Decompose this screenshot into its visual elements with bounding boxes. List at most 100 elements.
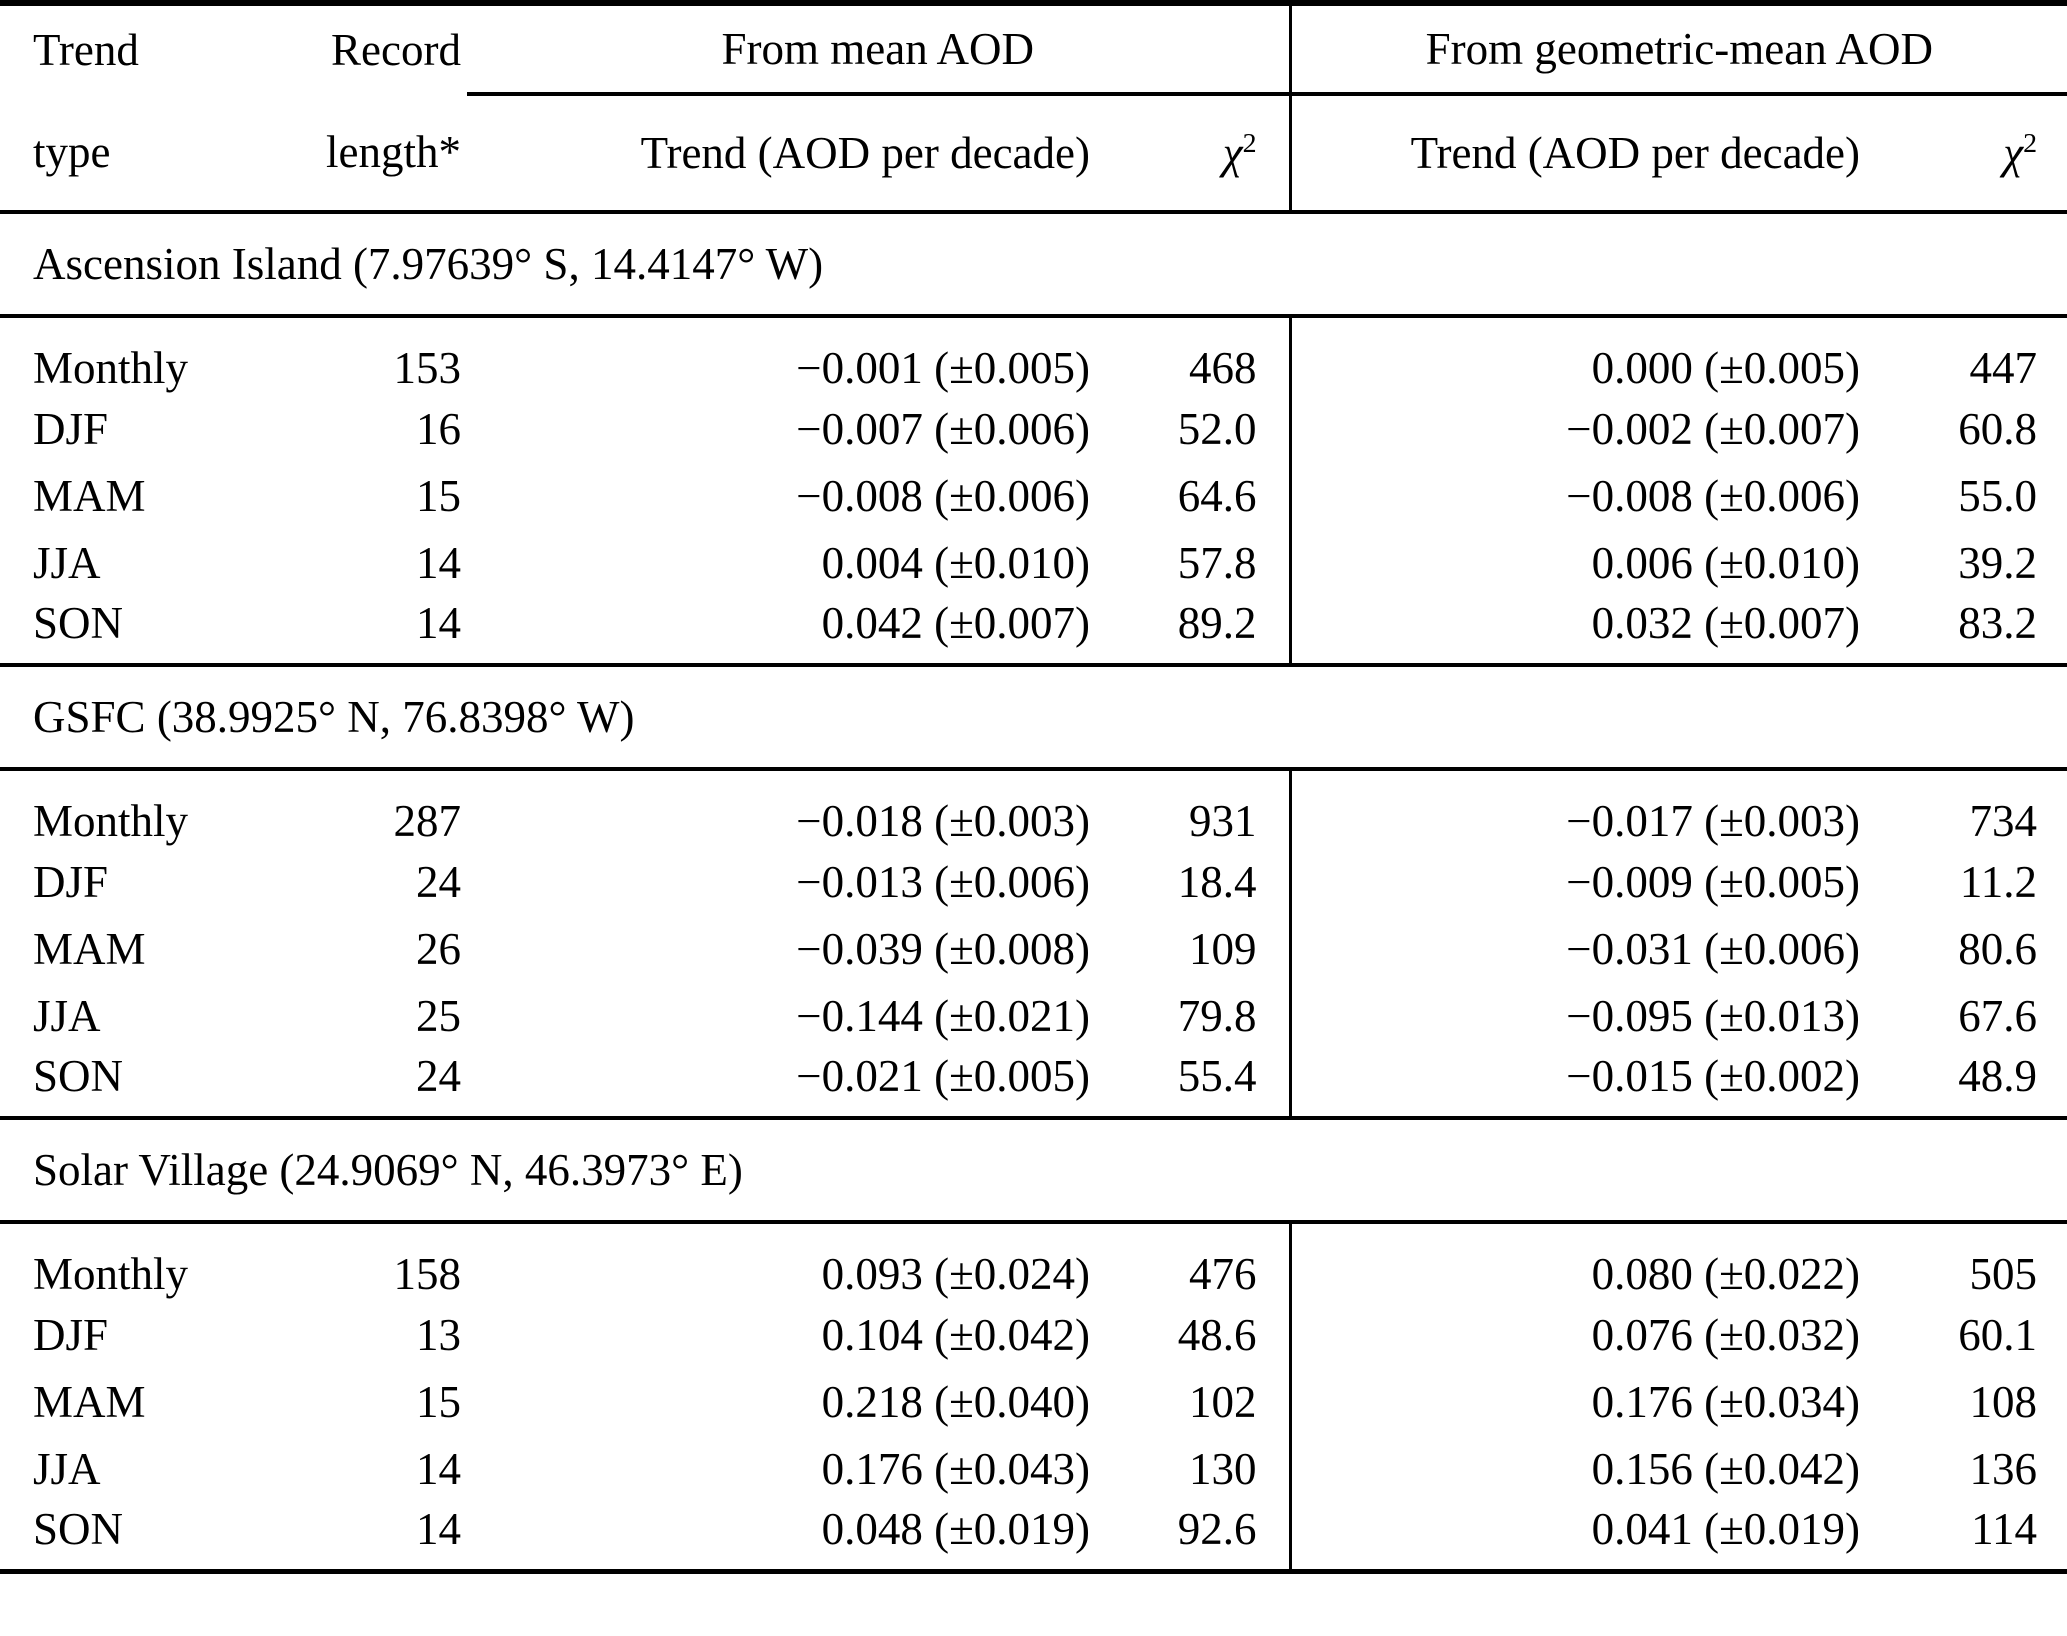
cell-trend-geomean: 0.076 (±0.032)	[1288, 1301, 1867, 1368]
cell-chi2-mean: 52.0	[1177, 403, 1257, 454]
cell-record-length: 24	[416, 1051, 461, 1101]
cell-trend-mean: 0.048 (±0.019)	[821, 1504, 1090, 1554]
header-type: type	[0, 94, 250, 214]
table-row: DJF 16 −0.007 (±0.006) 52.0 −0.002 (±0.007) 6…	[0, 395, 2067, 462]
cell-trend-geomean: −0.002 (±0.007)	[1288, 395, 1867, 462]
table-row: Monthly 158 0.093 (±0.024) 476 0.080 (±0.022…	[0, 1222, 2067, 1301]
header-group-geomean: From geometric-mean AOD	[1288, 3, 2067, 96]
cell-chi2-geomean: 136	[1969, 1443, 2038, 1494]
cell-trend-geomean: 0.156 (±0.042)	[1288, 1435, 1867, 1502]
header-trend: Trend	[33, 25, 139, 75]
cell-chi2-mean: 89.2	[1177, 598, 1257, 648]
header-length: length*	[250, 94, 467, 214]
cell-trend-mean: −0.001 (±0.005)	[796, 343, 1090, 393]
cell-trend-geomean: 0.032 (±0.007)	[1288, 596, 1867, 665]
cell-trend-geomean: −0.009 (±0.005)	[1288, 848, 1867, 915]
table-row: MAM 15 0.218 (±0.040) 102 0.176 (±0.034) 108	[0, 1368, 2067, 1435]
cell-chi2-geomean: 80.6	[1958, 923, 2038, 974]
cell-record-length: 14	[416, 1504, 461, 1554]
cell-chi2-mean: 18.4	[1177, 856, 1257, 907]
cell-chi2-mean: 57.8	[1177, 537, 1257, 588]
cell-record-length: 15	[416, 470, 461, 521]
cell-record-length: 13	[416, 1309, 461, 1360]
cell-chi2-geomean: 39.2	[1958, 537, 2038, 588]
table-row: SON 14 0.048 (±0.019) 92.6 0.041 (±0.019) 114	[0, 1502, 2067, 1572]
cell-chi2-geomean: 60.8	[1958, 403, 2038, 454]
cell-record-length: 24	[416, 856, 461, 907]
cell-trend-type: DJF	[33, 856, 109, 907]
cell-trend-type: Monthly	[33, 796, 189, 846]
cell-trend-mean: −0.021 (±0.005)	[796, 1051, 1090, 1101]
cell-trend-type: JJA	[33, 537, 101, 588]
cell-trend-geomean: 0.080 (±0.022)	[1288, 1222, 1867, 1301]
cell-chi2-mean: 92.6	[1177, 1504, 1257, 1554]
cell-record-length: 287	[393, 796, 462, 846]
cell-trend-geomean: −0.031 (±0.006)	[1288, 915, 1867, 982]
header-chi2-mean: χ2	[1100, 94, 1291, 214]
cell-trend-mean: −0.144 (±0.021)	[796, 990, 1090, 1041]
cell-trend-mean: −0.018 (±0.003)	[796, 796, 1090, 846]
section-title: Solar Village (24.9069° N, 46.3973° E)	[0, 1116, 2067, 1224]
cell-chi2-geomean: 447	[1969, 343, 2038, 393]
cell-chi2-geomean: 114	[1971, 1504, 2038, 1554]
cell-chi2-geomean: 505	[1969, 1249, 2038, 1299]
group-header-row: Trend Record From mean AOD From geometri…	[0, 3, 2067, 96]
cell-trend-geomean: −0.008 (±0.006)	[1288, 462, 1867, 529]
cell-trend-mean: 0.218 (±0.040)	[821, 1376, 1090, 1427]
cell-trend-mean: 0.104 (±0.042)	[821, 1309, 1090, 1360]
cell-record-length: 16	[416, 403, 461, 454]
table-row: MAM 15 −0.008 (±0.006) 64.6 −0.008 (±0.006) 5…	[0, 462, 2067, 529]
cell-trend-geomean: 0.000 (±0.005)	[1288, 316, 1867, 395]
table-row: JJA 14 0.176 (±0.043) 130 0.156 (±0.042) 136	[0, 1435, 2067, 1502]
header-record: Record	[331, 25, 461, 75]
cell-trend-type: MAM	[33, 470, 146, 521]
cell-chi2-mean: 468	[1189, 343, 1257, 393]
table-body: Ascension Island (7.97639° S, 14.4147° W…	[0, 210, 2067, 1572]
cell-chi2-mean: 109	[1189, 923, 1257, 974]
cell-trend-type: MAM	[33, 1376, 146, 1427]
cell-trend-mean: 0.042 (±0.007)	[821, 598, 1090, 648]
section-title-row: GSFC (38.9925° N, 76.8398° W)	[0, 663, 2067, 771]
table-row: SON 14 0.042 (±0.007) 89.2 0.032 (±0.007) 83.…	[0, 596, 2067, 665]
cell-chi2-mean: 48.6	[1177, 1309, 1257, 1360]
header-chi2-geomean: χ2	[1866, 94, 2067, 214]
cell-trend-mean: 0.093 (±0.024)	[821, 1249, 1090, 1299]
cell-chi2-geomean: 83.2	[1958, 598, 2038, 648]
cell-trend-mean: 0.004 (±0.010)	[821, 537, 1090, 588]
table-row: MAM 26 −0.039 (±0.008) 109 −0.031 (±0.006) 80…	[0, 915, 2067, 982]
cell-trend-type: Monthly	[33, 1249, 189, 1299]
chi-exponent: 2	[1242, 128, 1257, 159]
cell-chi2-geomean: 67.6	[1958, 990, 2038, 1041]
section-title: GSFC (38.9925° N, 76.8398° W)	[0, 663, 2067, 771]
cell-trend-type: SON	[33, 1051, 124, 1101]
cell-trend-geomean: 0.041 (±0.019)	[1288, 1502, 1867, 1572]
header-group-mean: From mean AOD	[467, 3, 1291, 96]
cell-record-length: 153	[393, 343, 462, 393]
aod-trends-table: Trend Record From mean AOD From geometri…	[0, 0, 2067, 1574]
cell-chi2-geomean: 734	[1969, 796, 2038, 846]
header-trend-mean: Trend (AOD per decade)	[467, 94, 1100, 214]
chi-exponent: 2	[2023, 128, 2038, 159]
table-row: JJA 25 −0.144 (±0.021) 79.8 −0.095 (±0.013) 6…	[0, 982, 2067, 1049]
cell-trend-type: DJF	[33, 1309, 109, 1360]
cell-trend-geomean: −0.095 (±0.013)	[1288, 982, 1867, 1049]
cell-trend-type: DJF	[33, 403, 109, 454]
cell-chi2-mean: 931	[1189, 796, 1257, 846]
table-row: JJA 14 0.004 (±0.010) 57.8 0.006 (±0.010) 39.…	[0, 529, 2067, 596]
cell-chi2-mean: 102	[1189, 1376, 1257, 1427]
chi-symbol: χ	[1222, 128, 1243, 178]
cell-record-length: 158	[393, 1249, 462, 1299]
table-row: DJF 24 −0.013 (±0.006) 18.4 −0.009 (±0.005) 1…	[0, 848, 2067, 915]
section-title-row: Solar Village (24.9069° N, 46.3973° E)	[0, 1116, 2067, 1224]
table-row: DJF 13 0.104 (±0.042) 48.6 0.076 (±0.032) 60.…	[0, 1301, 2067, 1368]
cell-chi2-mean: 130	[1189, 1443, 1257, 1494]
cell-chi2-mean: 55.4	[1177, 1051, 1257, 1101]
cell-trend-geomean: 0.006 (±0.010)	[1288, 529, 1867, 596]
cell-chi2-geomean: 55.0	[1958, 470, 2038, 521]
cell-record-length: 14	[416, 537, 461, 588]
section-title: Ascension Island (7.97639° S, 14.4147° W…	[0, 210, 2067, 318]
cell-trend-type: MAM	[33, 923, 146, 974]
cell-trend-mean: −0.007 (±0.006)	[796, 403, 1090, 454]
section-title-row: Ascension Island (7.97639° S, 14.4147° W…	[0, 210, 2067, 318]
cell-trend-type: JJA	[33, 990, 101, 1041]
